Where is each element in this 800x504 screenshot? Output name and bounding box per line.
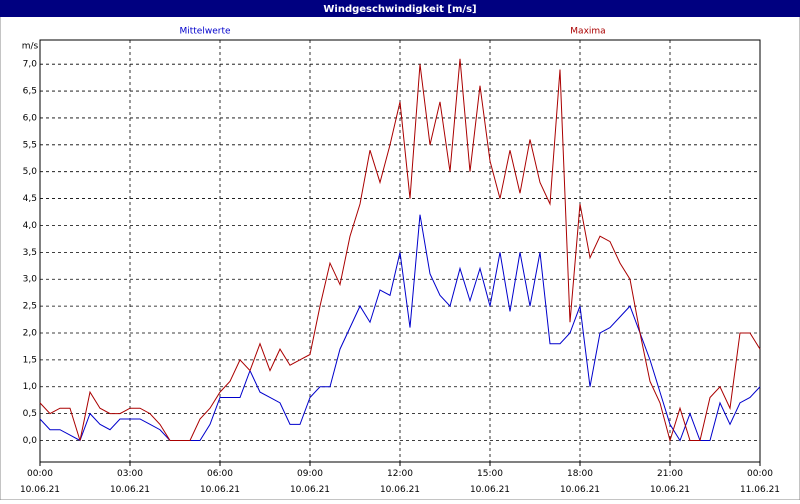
legend-entry: Mittelwerte [179,27,230,37]
chart-title: Windgeschwindigkeit [m/s] [323,4,476,15]
y-tick-label: 0,5 [23,409,37,419]
y-tick-label: 6,5 [23,87,37,97]
x-tick-label: 12:00 10.06.21 [380,469,420,495]
y-tick-label: 3,5 [23,248,37,258]
x-tick-label: 21:00 10.06.21 [650,469,690,495]
x-tick-label: 18:00 10.06.21 [560,469,600,495]
legend-entry: Maxima [570,27,605,37]
y-tick-label: 3,0 [23,275,38,285]
x-tick-label: 03:00 10.06.21 [110,469,150,495]
x-tick-label: 15:00 10.06.21 [470,469,510,495]
x-tick-label: 00:00 10.06.21 [20,469,60,495]
x-tick-label: 09:00 10.06.21 [290,469,330,495]
y-tick-label: 7,0 [23,60,38,70]
y-tick-label: 2,5 [23,302,37,312]
y-tick-label: 4,5 [23,194,37,204]
y-tick-label: 1,0 [23,382,38,392]
y-tick-label: 5,0 [23,167,38,177]
y-tick-label: 6,0 [23,113,38,123]
y-tick-label: 2,0 [23,328,38,338]
y-tick-label: 5,5 [23,140,37,150]
series-line [39,58,761,443]
y-tick-label: 4,0 [23,221,38,231]
x-tick-label: 06:00 10.06.21 [200,469,240,495]
y-tick-label: 1,5 [23,355,37,365]
title-bar [0,0,800,17]
y-tick-label: 0,0 [23,436,38,446]
y-axis-label: m/s [22,42,39,52]
x-tick-label: 00:00 11.06.21 [740,469,780,495]
